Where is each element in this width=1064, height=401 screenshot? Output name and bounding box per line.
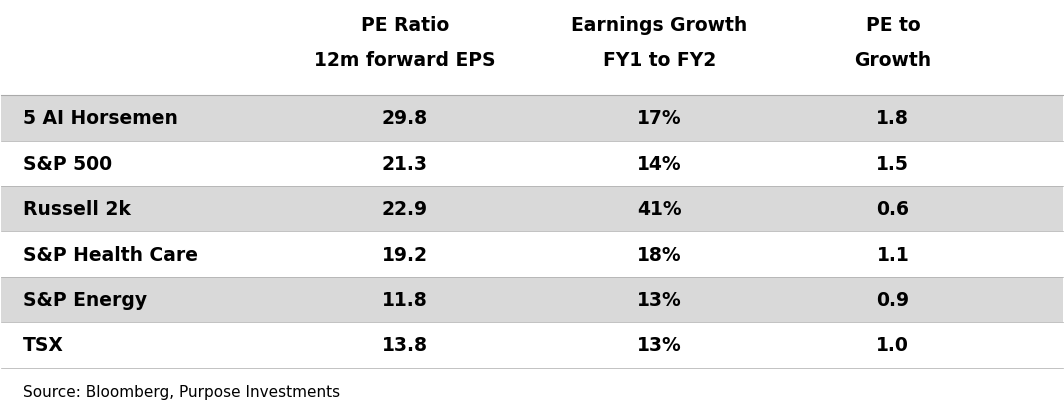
Text: 12m forward EPS: 12m forward EPS [314, 51, 496, 70]
Text: S&P Energy: S&P Energy [22, 290, 147, 309]
Text: Growth: Growth [854, 51, 931, 70]
FancyBboxPatch shape [1, 232, 1063, 277]
Text: 21.3: 21.3 [382, 154, 428, 173]
Text: Earnings Growth: Earnings Growth [571, 16, 748, 34]
FancyBboxPatch shape [1, 186, 1063, 232]
Text: 19.2: 19.2 [382, 245, 428, 264]
Text: 18%: 18% [637, 245, 682, 264]
Text: 0.9: 0.9 [877, 290, 910, 309]
Text: S&P 500: S&P 500 [22, 154, 112, 173]
Text: 13.8: 13.8 [382, 336, 428, 354]
Text: S&P Health Care: S&P Health Care [22, 245, 198, 264]
Text: 29.8: 29.8 [382, 109, 428, 128]
Text: 22.9: 22.9 [382, 200, 428, 219]
Text: 1.1: 1.1 [877, 245, 910, 264]
Text: 5 AI Horsemen: 5 AI Horsemen [22, 109, 178, 128]
Text: TSX: TSX [22, 336, 64, 354]
Text: Russell 2k: Russell 2k [22, 200, 131, 219]
FancyBboxPatch shape [1, 141, 1063, 186]
Text: 13%: 13% [637, 290, 682, 309]
Text: 1.8: 1.8 [877, 109, 910, 128]
Text: 13%: 13% [637, 336, 682, 354]
Text: FY1 to FY2: FY1 to FY2 [602, 51, 716, 70]
Text: Source: Bloomberg, Purpose Investments: Source: Bloomberg, Purpose Investments [22, 384, 339, 399]
Text: 14%: 14% [637, 154, 682, 173]
Text: 17%: 17% [637, 109, 682, 128]
FancyBboxPatch shape [1, 322, 1063, 368]
Text: 0.6: 0.6 [877, 200, 910, 219]
Text: 41%: 41% [637, 200, 682, 219]
Text: PE to: PE to [865, 16, 920, 34]
FancyBboxPatch shape [1, 277, 1063, 322]
Text: 11.8: 11.8 [382, 290, 428, 309]
Text: 1.0: 1.0 [877, 336, 910, 354]
Text: PE Ratio: PE Ratio [361, 16, 449, 34]
Text: 1.5: 1.5 [877, 154, 910, 173]
FancyBboxPatch shape [1, 96, 1063, 141]
